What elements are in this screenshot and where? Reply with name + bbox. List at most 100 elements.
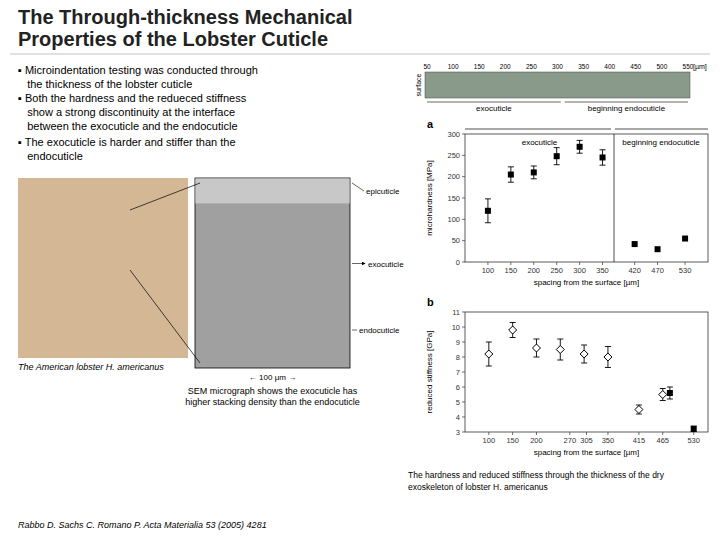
- x-tick-label: 350: [602, 436, 615, 445]
- error-bar: [636, 405, 642, 414]
- point: [635, 406, 643, 414]
- point: [659, 391, 667, 399]
- sem-image: [195, 178, 350, 368]
- bullet: ▪ Both the hardness and the redueced sti…: [18, 92, 247, 132]
- point: [554, 153, 560, 159]
- strip-region-label: beginning endocuticle: [588, 104, 666, 113]
- marks: [485, 140, 688, 252]
- pointer-line: [130, 270, 200, 363]
- strip-tick-label: 300: [552, 63, 563, 70]
- x-tick: [556, 262, 557, 265]
- scale-label: ← 100 μm →: [249, 373, 296, 382]
- x-tick-label: 100: [483, 436, 496, 445]
- strip-tick-label: 350: [578, 63, 589, 70]
- text-line: The hardness and reduced stiffness throu…: [408, 470, 665, 480]
- text-line: ▪ Microindentation testing was conducted…: [18, 64, 258, 76]
- x-tick-label: 415: [633, 436, 646, 445]
- x-tick: [662, 432, 663, 435]
- x-tick-label: 250: [550, 266, 563, 275]
- y-tick-label: 100: [447, 215, 460, 224]
- error-bar-cap: [581, 345, 587, 346]
- chart: 0501001502002503001001502002503003504204…: [425, 118, 708, 287]
- text-line: ▪ Both the hardness and the redueced sti…: [18, 92, 247, 104]
- error-bar-cap: [510, 322, 516, 323]
- x-tick: [693, 432, 694, 435]
- text-line: endocuticle: [18, 150, 83, 162]
- error-bar-cap: [485, 222, 491, 223]
- layer-label: endocuticle: [359, 326, 400, 335]
- text-line: ▪ The exocuticle is harder and stiffer t…: [18, 136, 236, 148]
- x-tick: [512, 432, 513, 435]
- x-tick: [607, 432, 608, 435]
- y-tick: [462, 176, 465, 177]
- error-bar: [691, 426, 697, 432]
- x-tick-label: 300: [573, 266, 586, 275]
- error-bar: [510, 323, 516, 338]
- x-tick: [487, 262, 488, 265]
- x-tick: [638, 432, 639, 435]
- error-bar-cap: [605, 346, 611, 347]
- pointer-line: [130, 183, 200, 210]
- marks: [485, 323, 697, 433]
- y-tick-label: 50: [452, 236, 460, 245]
- error-bar-cap: [486, 342, 492, 343]
- error-bar: [554, 148, 560, 165]
- label-leader: [352, 330, 357, 331]
- point: [531, 169, 537, 175]
- figure-caption: The hardness and reduced stiffness throu…: [408, 470, 665, 492]
- x-tick: [602, 262, 603, 265]
- region-label: beginning endocuticle: [622, 138, 700, 147]
- y-tick: [462, 198, 465, 199]
- y-tick-label: 3: [456, 428, 460, 437]
- x-tick-label: 305: [580, 436, 593, 445]
- point: [508, 172, 514, 178]
- point: [655, 246, 661, 252]
- y-tick-label: 250: [447, 151, 460, 160]
- error-bar: [508, 167, 514, 182]
- sem-epicuticle-band: [195, 178, 349, 203]
- error-bar-cap: [533, 357, 539, 358]
- region-label: exocuticle: [522, 138, 558, 147]
- error-bar: [533, 339, 539, 357]
- y-tick: [462, 387, 465, 388]
- strip-tick-label: 200: [500, 63, 511, 70]
- text-line: SEM micrograph shows the exocuticle has: [188, 386, 358, 396]
- plot-frame: [465, 312, 708, 432]
- x-tick: [579, 262, 580, 265]
- error-bar-cap: [577, 153, 583, 154]
- region-overline: [615, 129, 708, 130]
- panel-label: b: [427, 296, 434, 308]
- error-bar-cap: [600, 149, 606, 150]
- point: [632, 241, 638, 247]
- y-tick-label: 6: [456, 383, 460, 392]
- error-bar-cap: [667, 399, 673, 400]
- x-tick-label: 200: [528, 266, 541, 275]
- y-tick-label: 5: [456, 398, 460, 407]
- text-line: the thickness of the lobster cuticle: [18, 78, 192, 90]
- x-tick: [586, 432, 587, 435]
- text-line: higher stacking density than the endocut…: [185, 397, 360, 407]
- point: [580, 350, 588, 358]
- point: [485, 208, 491, 214]
- error-bar: [486, 342, 492, 366]
- point: [667, 390, 673, 396]
- point: [509, 326, 517, 334]
- text-line: exoskeleton of lobster H. americanus: [408, 482, 548, 492]
- strip-tick-label: 50: [423, 63, 431, 70]
- error-bar-cap: [554, 164, 560, 165]
- citation: Rabbo D. Sachs C. Romano P. Acta Materia…: [18, 520, 267, 530]
- error-bar-cap: [485, 198, 491, 199]
- y-tick-label: 9: [456, 338, 460, 347]
- x-tick: [657, 262, 658, 265]
- strip-tick-label: 450: [630, 63, 641, 70]
- x-tick: [685, 262, 686, 265]
- text-line: between the exocuticle and the endocutic…: [18, 120, 238, 132]
- layer-label: epicuticle: [366, 187, 400, 196]
- x-tick: [533, 262, 534, 265]
- y-tick-label: 200: [447, 172, 460, 181]
- label-leader: [352, 183, 364, 191]
- error-bar: [557, 339, 563, 360]
- error-bar: [605, 347, 611, 368]
- x-tick-label: 420: [628, 266, 641, 275]
- error-bar-cap: [531, 178, 537, 179]
